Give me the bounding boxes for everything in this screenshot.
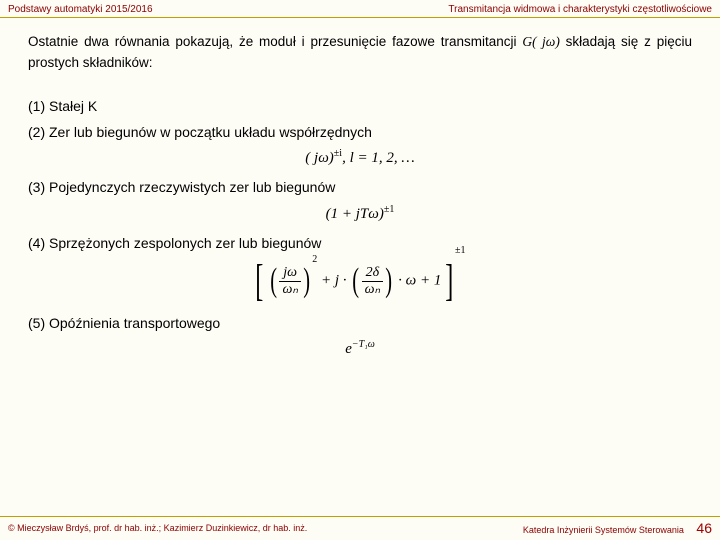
equation-4: [ ( jω ωₙ ) 2 + j · ( 2δ ωₙ bbox=[28, 259, 692, 303]
item-2: (2) Zer lub biegunów w początku układu w… bbox=[28, 122, 692, 142]
eq4-plus1: + j · bbox=[321, 272, 350, 288]
eq4-tail: · ω + 1 bbox=[398, 272, 441, 288]
slide-header: Podstawy automatyki 2015/2016 Transmitan… bbox=[0, 0, 720, 18]
eq5-e: e bbox=[345, 341, 352, 357]
item-4: (4) Sprzężonych zespolonych zer lub bieg… bbox=[28, 233, 692, 253]
eq3-base: (1 + jTω) bbox=[326, 206, 384, 222]
intro-math: G( jω) bbox=[522, 34, 559, 49]
eq4-t2-num: 2δ bbox=[362, 266, 383, 282]
paren-right-icon: ) bbox=[303, 264, 310, 298]
eq2-exp: ±i bbox=[334, 148, 342, 159]
equation-5: e−T₁ω bbox=[28, 339, 692, 358]
eq4-t1-pow: 2 bbox=[312, 254, 317, 265]
intro-text-1: Ostatnie dwa równania pokazują, że moduł… bbox=[28, 34, 522, 49]
item-5: (5) Opóźnienia transportowego bbox=[28, 313, 692, 333]
item-3: (3) Pojedynczych rzeczywistych zer lub b… bbox=[28, 177, 692, 197]
item-1: (1) Stałej K bbox=[28, 96, 692, 116]
eq4-term1: ( jω ωₙ ) bbox=[268, 264, 312, 298]
paren-right-icon-2: ) bbox=[385, 264, 392, 298]
paren-left-icon-2: ( bbox=[353, 264, 360, 298]
slide-content: Ostatnie dwa równania pokazują, że moduł… bbox=[0, 18, 720, 358]
bracket-left-icon: [ bbox=[256, 259, 264, 303]
equation-3: (1 + jTω)±1 bbox=[28, 204, 692, 223]
eq4-t1-den: ωₙ bbox=[279, 282, 300, 297]
slide-footer: © Mieczysław Brdyś, prof. dr hab. inż.; … bbox=[0, 516, 720, 536]
eq4-term2: ( 2δ ωₙ ) bbox=[350, 264, 394, 298]
header-right: Transmitancja widmowa i charakterystyki … bbox=[448, 4, 712, 15]
eq2-base: ( jω) bbox=[305, 150, 334, 166]
header-left: Podstawy automatyki 2015/2016 bbox=[8, 4, 153, 15]
eq5-exp: −T₁ω bbox=[352, 339, 375, 350]
page-number: 46 bbox=[696, 520, 712, 536]
equation-2: ( jω)±i, l = 1, 2, … bbox=[28, 148, 692, 167]
eq2-tail: , l = 1, 2, … bbox=[342, 150, 415, 166]
eq4-t1-num: jω bbox=[279, 266, 300, 282]
intro-paragraph: Ostatnie dwa równania pokazują, że moduł… bbox=[28, 32, 692, 74]
eq4-outer-exp: ±1 bbox=[455, 245, 466, 256]
eq3-exp: ±1 bbox=[384, 204, 395, 215]
bracket-right-icon: ] bbox=[446, 259, 454, 303]
eq4-outer-bracket: [ ( jω ωₙ ) 2 + j · ( 2δ ωₙ bbox=[252, 259, 457, 303]
footer-right: Katedra Inżynierii Systemów Sterowania bbox=[523, 525, 684, 535]
paren-left-icon: ( bbox=[270, 264, 277, 298]
eq4-t2-den: ωₙ bbox=[362, 282, 383, 297]
footer-left: © Mieczysław Brdyś, prof. dr hab. inż.; … bbox=[8, 523, 307, 533]
